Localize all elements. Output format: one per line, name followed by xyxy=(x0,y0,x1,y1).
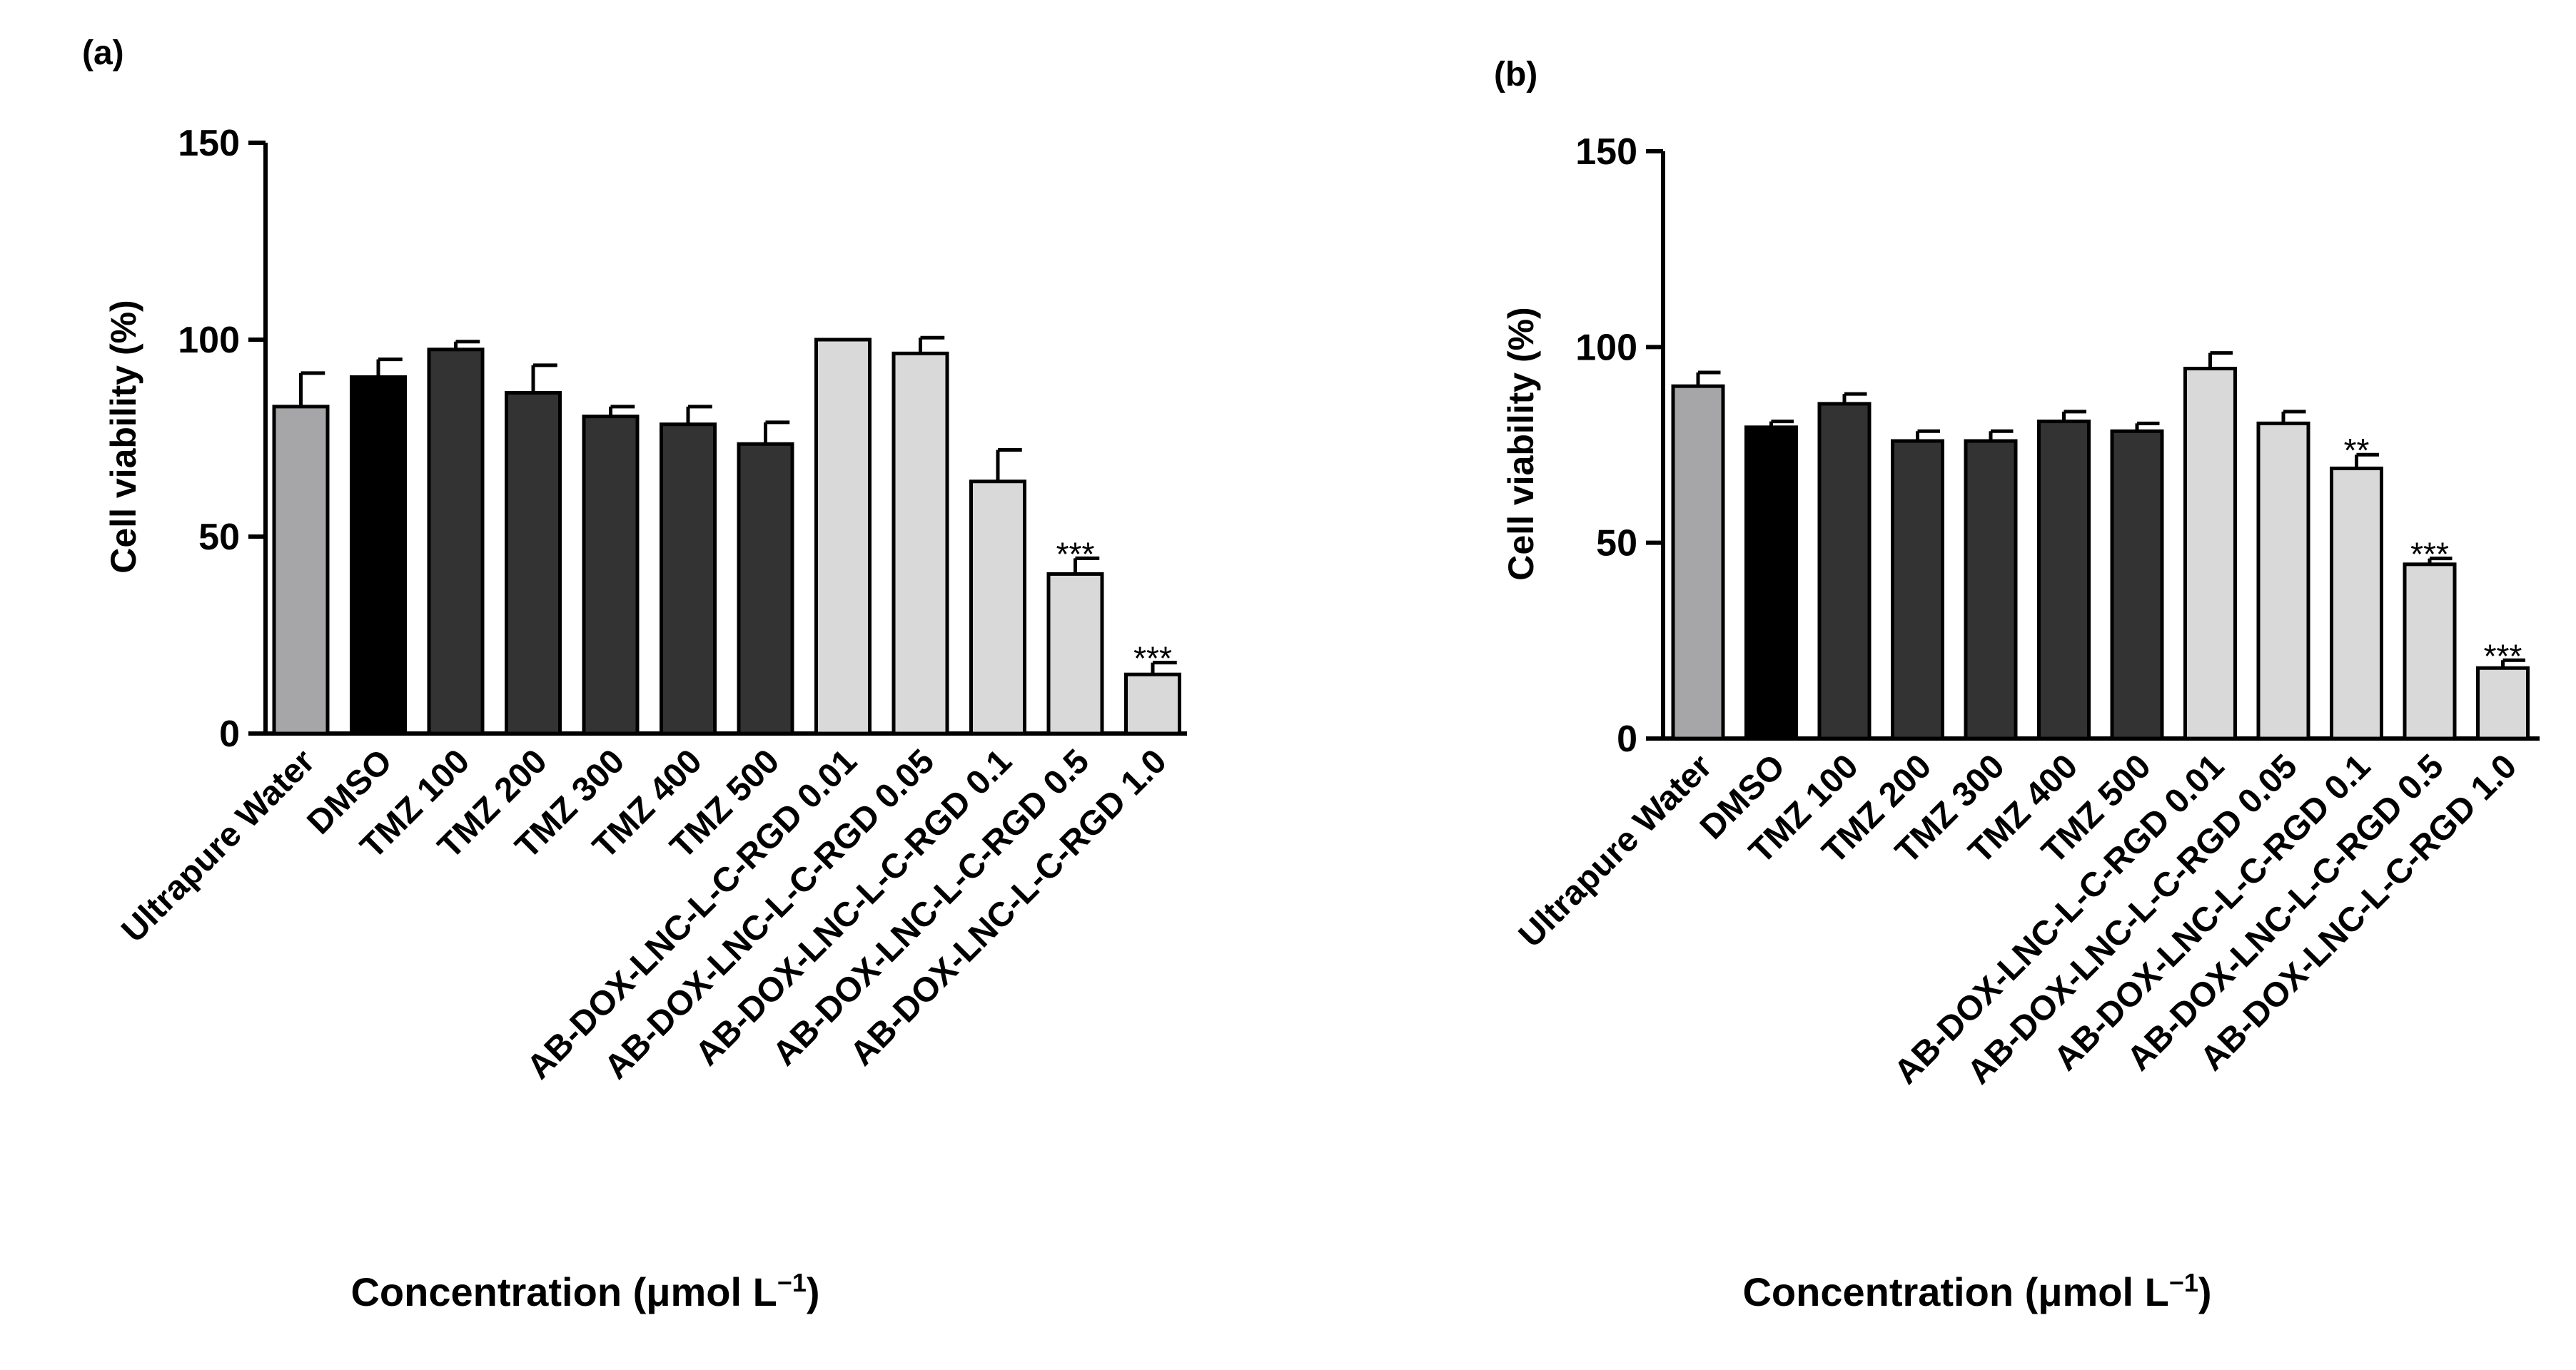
panel-label: (a) xyxy=(82,34,124,72)
y-tick-label: 50 xyxy=(198,517,240,558)
bar xyxy=(2110,429,2164,741)
significance-label: *** xyxy=(1056,535,1095,572)
y-tick-label: 0 xyxy=(1617,719,1637,760)
panel-label: (b) xyxy=(1494,56,1537,93)
bar xyxy=(969,480,1026,736)
bar xyxy=(2476,666,2530,741)
y-tick-label: 150 xyxy=(1575,131,1637,173)
bar xyxy=(2330,466,2383,741)
bar xyxy=(582,415,640,736)
significance-label: *** xyxy=(2410,536,2449,573)
significance-label: ** xyxy=(2344,432,2370,469)
y-tick-label: 150 xyxy=(178,123,240,164)
bar xyxy=(2183,367,2237,741)
bar xyxy=(1046,572,1104,736)
bar xyxy=(1671,384,1725,741)
bar xyxy=(272,405,330,736)
y-tick-label: 100 xyxy=(1575,327,1637,368)
x-axis-label: Concentration (μmol L−1) xyxy=(350,1268,819,1315)
bar xyxy=(737,442,794,736)
x-axis-label: Concentration (μmol L−1) xyxy=(1742,1268,2211,1315)
y-tick-label: 0 xyxy=(219,714,240,755)
bar xyxy=(1817,402,1872,741)
bar xyxy=(1744,425,1798,741)
y-axis-label: Cell viability (%) xyxy=(1501,307,1541,580)
significance-label: *** xyxy=(2484,637,2522,674)
bar xyxy=(350,375,407,736)
y-tick-label: 100 xyxy=(178,320,240,361)
bar xyxy=(505,391,562,736)
y-axis-label: Cell viability (%) xyxy=(103,300,143,573)
bar xyxy=(2403,562,2457,741)
y-tick-label: 50 xyxy=(1596,523,1637,564)
significance-label: *** xyxy=(1133,640,1172,677)
bar xyxy=(1124,672,1181,736)
bar xyxy=(2256,421,2310,741)
bar xyxy=(814,338,872,736)
bar xyxy=(660,422,717,736)
bar xyxy=(892,351,949,736)
bar xyxy=(2037,420,2091,741)
bar xyxy=(427,347,485,736)
bar xyxy=(1964,439,2018,741)
bar xyxy=(1891,439,1944,741)
